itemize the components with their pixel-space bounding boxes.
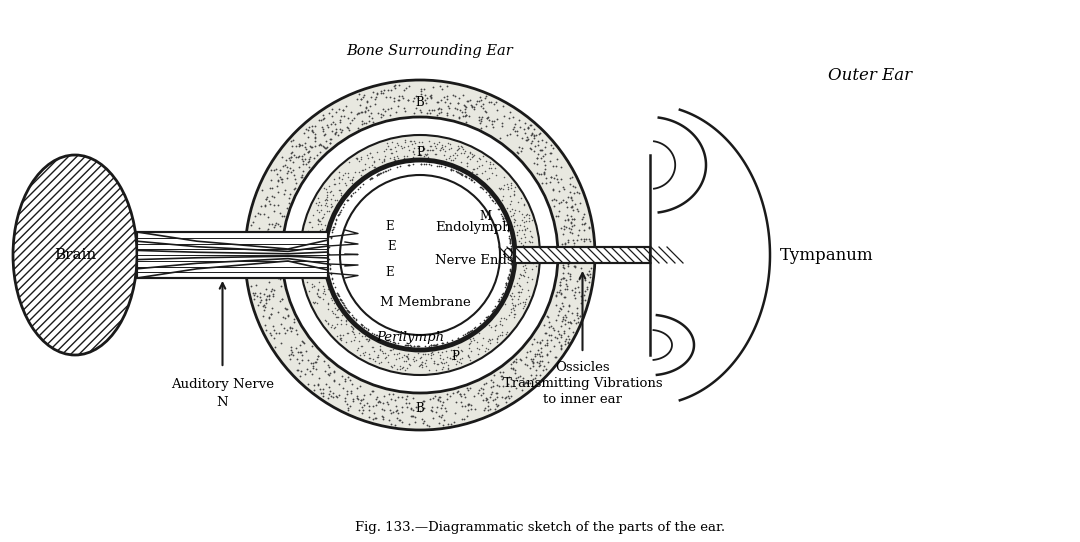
Circle shape: [300, 135, 540, 375]
Text: Fig. 133.—Diagrammatic sketch of the parts of the ear.: Fig. 133.—Diagrammatic sketch of the par…: [355, 521, 725, 534]
Text: Perilymph: Perilymph: [376, 331, 444, 344]
Text: N: N: [217, 396, 228, 409]
Text: P: P: [416, 146, 424, 159]
Text: Nerve Ends: Nerve Ends: [435, 254, 514, 267]
Text: B: B: [416, 95, 424, 108]
Text: E: E: [388, 241, 396, 254]
Bar: [515, 247, 650, 263]
Text: O: O: [502, 248, 513, 261]
Text: Transmitting Vibrations: Transmitting Vibrations: [502, 377, 662, 390]
Circle shape: [340, 175, 500, 335]
Bar: [137, 232, 328, 278]
Text: Bone Surrounding Ear: Bone Surrounding Ear: [347, 44, 513, 58]
Text: Auditory Nerve: Auditory Nerve: [171, 378, 274, 391]
Text: to inner ear: to inner ear: [543, 393, 622, 406]
Text: E: E: [386, 267, 394, 280]
Circle shape: [282, 117, 558, 393]
Text: M: M: [478, 210, 491, 223]
Text: Outer Ear: Outer Ear: [828, 67, 913, 83]
Circle shape: [245, 80, 595, 430]
Bar: [137, 232, 328, 278]
Text: Tympanum: Tympanum: [780, 247, 874, 263]
Bar: [515, 247, 650, 263]
Text: Ossicles: Ossicles: [555, 361, 610, 374]
Circle shape: [325, 160, 515, 350]
Text: M Membrane: M Membrane: [380, 296, 471, 309]
Text: Endolymph: Endolymph: [435, 221, 511, 234]
Text: Brain: Brain: [54, 248, 96, 262]
Ellipse shape: [13, 155, 137, 355]
Text: P: P: [451, 351, 459, 364]
Text: B: B: [416, 402, 424, 415]
Text: E: E: [386, 221, 394, 234]
